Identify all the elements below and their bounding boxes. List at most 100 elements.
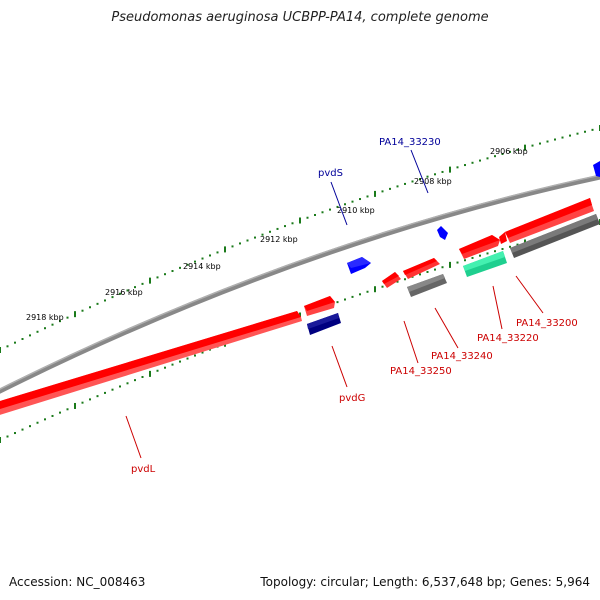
outer-scale-minor-tick <box>44 327 46 330</box>
outer-scale-ticks <box>0 125 600 353</box>
outer-scale-minor-tick <box>246 239 249 242</box>
gene-pvdG[interactable] <box>307 313 341 335</box>
inner-scale-minor-tick <box>126 382 129 385</box>
outer-scale-minor-tick <box>516 148 519 151</box>
inner-scale-minor-tick <box>471 256 474 259</box>
leader-PA14_33230 <box>410 149 429 194</box>
tick-label-2916: 2916 kbp <box>105 288 143 297</box>
outer-scale-major-tick <box>524 144 526 151</box>
inner-scale-minor-tick <box>66 408 69 411</box>
outer-scale-minor-tick <box>29 334 31 337</box>
inner-scale-minor-tick <box>501 247 504 250</box>
outer-scale-minor-tick <box>171 270 174 273</box>
outer-scale-minor-tick <box>501 153 504 156</box>
leader-pvdL <box>125 415 142 459</box>
gene-small-red-arrow[interactable] <box>499 232 507 244</box>
label-PA14_33200[interactable]: PA14_33200 <box>516 318 578 329</box>
gene-blue-edge[interactable] <box>593 161 600 177</box>
tick-label-2910: 2910 kbp <box>337 206 375 215</box>
outer-scale-minor-tick <box>531 144 534 147</box>
inner-scale-minor-tick <box>426 270 429 273</box>
outer-scale-minor-tick <box>21 338 24 341</box>
inner-scale-minor-tick <box>396 280 399 283</box>
outer-scale-minor-tick <box>216 251 219 254</box>
gene-pvdG-top[interactable] <box>304 296 335 316</box>
outer-scale-minor-tick <box>209 254 211 257</box>
inner-scale-minor-tick <box>464 259 466 262</box>
inner-scale-major-tick <box>149 370 151 377</box>
inner-scale-minor-tick <box>404 278 406 281</box>
inner-scale-minor-tick <box>111 388 114 391</box>
outer-scale-minor-tick <box>336 205 339 208</box>
outer-scale-minor-tick <box>126 289 129 292</box>
gene-PA14_33200[interactable] <box>510 214 600 258</box>
outer-scale-minor-tick <box>471 161 474 164</box>
map-title: Pseudomonas aeruginosa UCBPP-PA14, compl… <box>111 10 489 25</box>
inner-scale-minor-tick <box>509 245 511 248</box>
outer-scale-minor-tick <box>36 330 39 333</box>
outer-scale-minor-tick <box>276 227 279 230</box>
leader-pvdS <box>330 181 348 226</box>
inner-scale-minor-tick <box>419 273 421 276</box>
tick-label-2906: 2906 kbp <box>490 147 528 156</box>
inner-scale-minor-tick <box>6 435 9 438</box>
outer-scale-minor-tick <box>66 316 69 319</box>
label-pvdS[interactable]: pvdS <box>318 168 343 179</box>
gene-PA14_33200-top[interactable] <box>505 198 594 243</box>
outer-scale-minor-tick <box>231 245 234 248</box>
accession-text: Accession: NC_008463 <box>9 575 146 589</box>
outer-scale-minor-tick <box>164 273 166 276</box>
gene-PA14_33250[interactable] <box>382 272 401 288</box>
outer-scale-minor-tick <box>561 136 564 139</box>
gene-pvdL[interactable] <box>0 311 302 418</box>
outer-scale-minor-tick <box>554 138 556 141</box>
inner-scale-minor-tick <box>96 395 99 398</box>
outer-scale-minor-tick <box>194 260 196 263</box>
inner-scale-major-tick <box>0 437 1 443</box>
outer-scale-minor-tick <box>509 150 511 153</box>
inner-scale-minor-tick <box>156 369 159 372</box>
outer-scale-minor-tick <box>434 173 436 176</box>
inner-scale-minor-tick <box>434 268 436 271</box>
gene-PA14_33230[interactable] <box>437 226 448 240</box>
label-PA14_33240[interactable]: PA14_33240 <box>431 351 493 362</box>
inner-scale-minor-tick <box>14 432 16 435</box>
gene-PA14_33220[interactable] <box>463 251 507 277</box>
leader-PA14_33220 <box>492 285 503 330</box>
label-PA14_33230[interactable]: PA14_33230 <box>379 137 441 148</box>
inner-scale-minor-tick <box>44 418 46 421</box>
tick-label-2918: 2918 kbp <box>26 313 64 322</box>
outer-scale-minor-tick <box>201 257 204 260</box>
outer-scale-major-tick <box>74 311 76 318</box>
inner-scale-minor-tick <box>134 379 136 382</box>
outer-scale-minor-tick <box>404 182 406 185</box>
outer-scale-minor-tick <box>186 263 189 266</box>
outer-scale-minor-tick <box>389 187 391 190</box>
inner-scale-minor-tick <box>486 252 489 255</box>
gene-PA14_33240[interactable] <box>407 274 447 297</box>
outer-scale-minor-tick <box>479 159 481 162</box>
label-PA14_33250[interactable]: PA14_33250 <box>390 366 452 377</box>
gene-PA14_33220-top[interactable] <box>459 235 500 259</box>
outer-scale-minor-tick <box>464 164 466 167</box>
label-pvdL[interactable]: pvdL <box>131 464 156 475</box>
outer-scale-minor-tick <box>291 222 294 225</box>
inner-scale-minor-tick <box>21 428 24 431</box>
outer-scale-minor-tick <box>314 213 316 216</box>
gene-pvdS[interactable] <box>347 257 371 274</box>
outer-scale-minor-tick <box>239 242 241 245</box>
gene-PA14_33240-top[interactable] <box>403 258 440 279</box>
label-pvdG[interactable]: pvdG <box>339 393 365 404</box>
inner-scale-minor-tick <box>59 411 61 414</box>
inner-scale-minor-tick <box>516 243 519 246</box>
outer-scale-minor-tick <box>81 309 84 312</box>
outer-scale-minor-tick <box>96 302 99 305</box>
label-PA14_33220[interactable]: PA14_33220 <box>477 333 539 344</box>
outer-scale-minor-tick <box>359 198 361 201</box>
leader-pvdG <box>331 345 348 388</box>
inner-scale-minor-tick <box>344 298 346 301</box>
tick-label-2912: 2912 kbp <box>260 235 298 244</box>
outer-scale-minor-tick <box>584 130 586 133</box>
outer-scale-minor-tick <box>396 185 399 188</box>
outer-scale-major-tick <box>374 190 376 197</box>
